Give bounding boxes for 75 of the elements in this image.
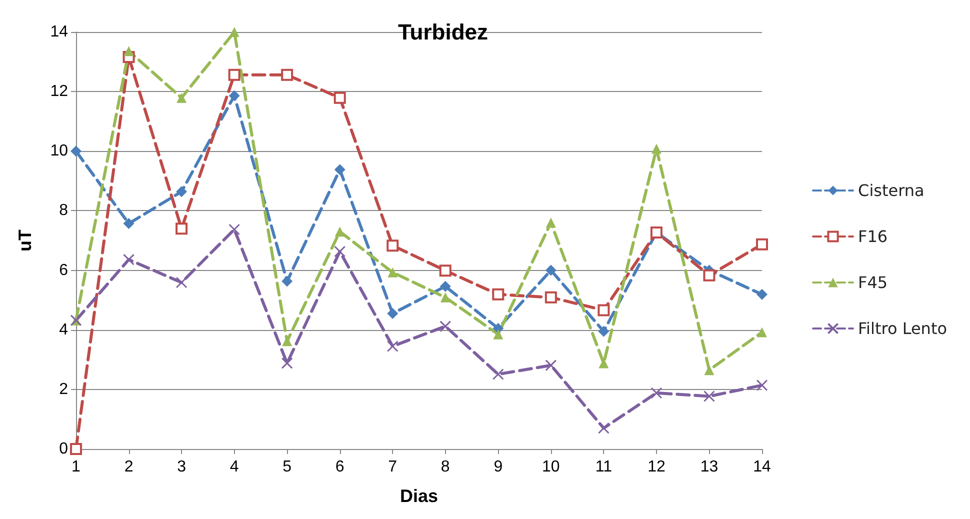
- chart-title: Turbidez: [398, 20, 488, 44]
- point: [704, 365, 714, 376]
- point: [228, 224, 240, 236]
- point: [545, 264, 556, 276]
- legend-label: Cisterna: [858, 181, 924, 200]
- point: [386, 240, 399, 252]
- y-tick-label: 2: [59, 380, 68, 398]
- point: [756, 380, 768, 392]
- point: [176, 92, 187, 103]
- x-tick-label: 2: [124, 458, 134, 476]
- x-tick-label: 11: [595, 458, 612, 476]
- point: [756, 238, 768, 250]
- point: [546, 218, 556, 228]
- point: [492, 368, 504, 380]
- point: [228, 68, 240, 81]
- point: [544, 291, 557, 304]
- point: [229, 27, 240, 37]
- point: [176, 186, 188, 198]
- point: [123, 254, 135, 266]
- x-tick-label: 13: [700, 458, 718, 476]
- x-tick-label: 9: [494, 458, 503, 476]
- point: [650, 387, 662, 399]
- point: [387, 308, 398, 319]
- y-tick-label: 12: [50, 83, 68, 100]
- y-tick-label: 0: [59, 440, 68, 458]
- y-tick-label: 10: [50, 142, 68, 160]
- x-tick-label: 8: [440, 458, 450, 476]
- point: [228, 90, 240, 102]
- point: [756, 288, 768, 300]
- x-tick-label: 1: [72, 458, 81, 476]
- point: [545, 360, 557, 372]
- y-tick-label: 14: [50, 24, 68, 40]
- point: [492, 288, 504, 300]
- point: [440, 292, 450, 302]
- point: [70, 443, 82, 455]
- point: [334, 226, 345, 237]
- point: [334, 246, 346, 258]
- x-tick-label: 12: [648, 458, 666, 476]
- point: [757, 327, 767, 338]
- point: [334, 92, 346, 104]
- y-tick-label: 4: [59, 321, 68, 338]
- point: [439, 264, 452, 277]
- point: [334, 164, 346, 176]
- x-tick-label: 14: [753, 458, 771, 476]
- y-tick-label: 6: [59, 262, 68, 279]
- point: [281, 68, 294, 81]
- y-tick-label: 8: [59, 202, 68, 220]
- point: [123, 218, 134, 230]
- point: [440, 280, 451, 292]
- y-axis-title: uT: [15, 230, 35, 252]
- x-tick-label: 3: [177, 458, 186, 476]
- x-tick-label: 6: [335, 458, 344, 476]
- x-tick-label: 7: [388, 458, 398, 476]
- point: [703, 390, 715, 402]
- point: [598, 326, 610, 337]
- point: [388, 267, 398, 278]
- legend-label: F16: [858, 227, 888, 246]
- point: [176, 276, 188, 288]
- point: [651, 144, 662, 154]
- x-axis-title: Dias: [400, 486, 438, 506]
- point: [386, 340, 398, 352]
- point: [598, 304, 610, 316]
- point: [493, 329, 504, 340]
- point: [124, 46, 134, 56]
- point: [176, 222, 188, 235]
- point: [440, 320, 452, 332]
- legend-label: Filtro Lento: [858, 319, 947, 338]
- legend-label: F45: [858, 273, 888, 292]
- x-tick-label: 4: [230, 458, 239, 476]
- point: [703, 269, 716, 282]
- point: [281, 357, 293, 369]
- x-tick-label: 5: [282, 458, 292, 476]
- point: [282, 276, 293, 287]
- x-tick-label: 10: [542, 458, 560, 476]
- point: [70, 146, 82, 157]
